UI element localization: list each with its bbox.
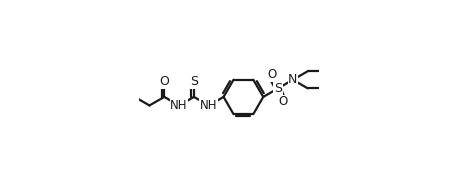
Text: S: S	[274, 82, 282, 95]
Text: O: O	[159, 75, 169, 88]
Text: NH: NH	[200, 99, 218, 112]
Text: O: O	[267, 68, 276, 81]
Text: N: N	[288, 73, 298, 86]
Text: NH: NH	[170, 99, 188, 112]
Text: S: S	[190, 75, 198, 88]
Text: O: O	[278, 95, 287, 108]
